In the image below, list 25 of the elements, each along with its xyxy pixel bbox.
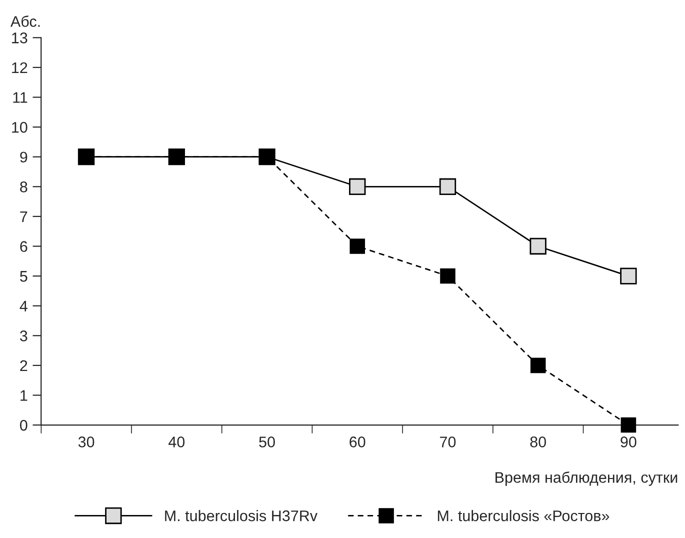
y-tick-label: 10 [12,122,28,133]
y-tick-label: 11 [13,92,28,103]
y-tick-label: 12 [12,62,28,73]
y-tick-label: 0 [20,420,28,431]
x-tick-label: 60 [350,436,366,448]
y-tick-label: 4 [20,300,28,312]
y-tick-label: 2 [20,360,28,371]
y-axis-title: Абс. [10,16,40,27]
y-tick-label: 8 [20,182,28,192]
x-axis-title: Время наблюдения, сутки [496,472,678,486]
y-tick-label: 13 [12,32,28,44]
x-tick-label: 90 [620,436,636,448]
x-tick-label: 80 [530,436,546,448]
y-tick-label: 3 [20,330,28,342]
legend-label: M. tuberculosis «Ростов» [438,510,610,522]
x-tick-label: 50 [259,436,275,448]
x-tick-label: 30 [78,436,94,448]
legend-label: M. tuberculosis H37Rv [165,510,318,522]
y-tick-label: 6 [20,241,28,252]
x-tick-label: 40 [168,436,185,448]
y-tick-label: 7 [20,211,28,222]
y-tick-label: 1 [20,390,28,401]
y-tick-label: 9 [20,152,28,163]
y-tick-label: 5 [20,271,28,282]
x-tick-label: 70 [440,436,456,448]
